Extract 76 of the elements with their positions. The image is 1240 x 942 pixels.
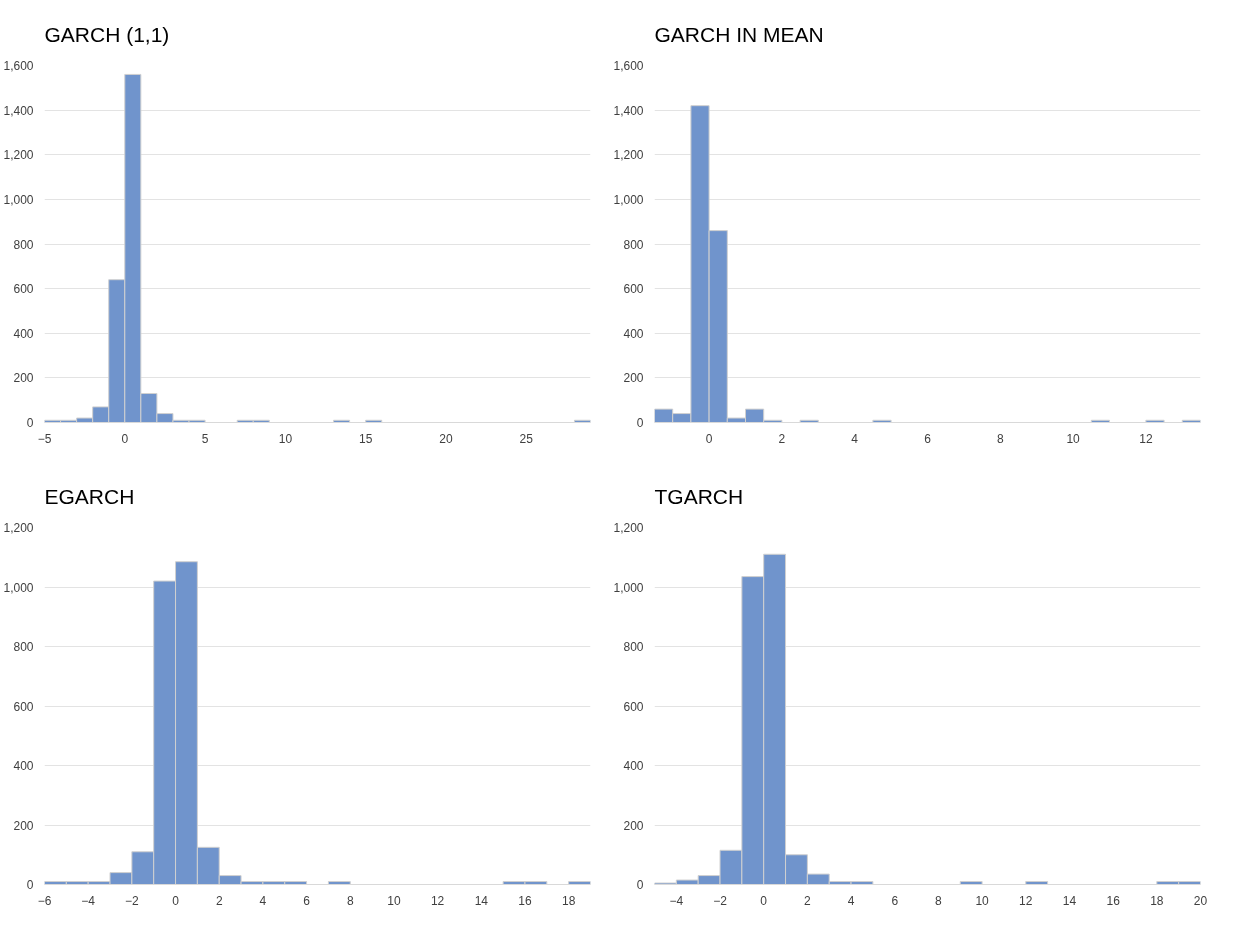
x-tick-label: 15 <box>359 431 373 446</box>
x-tick-label: 8 <box>935 893 943 908</box>
x-tick-label: 6 <box>891 893 899 908</box>
y-tick-label: 1,200 <box>613 148 644 163</box>
y-tick-label: 600 <box>623 282 644 297</box>
chart-title: GARCH IN MEAN <box>654 22 824 46</box>
y-tick-label: 200 <box>13 371 34 386</box>
y-tick-label: 1,000 <box>613 580 644 595</box>
x-tick-label: 16 <box>1106 893 1121 908</box>
y-tick-label: 800 <box>623 237 644 252</box>
x-tick-label: −2 <box>713 893 728 908</box>
x-tick-label: 16 <box>518 893 532 908</box>
x-tick-label: 10 <box>278 431 293 446</box>
y-tick-label: 1,400 <box>3 103 34 118</box>
y-tick-label: 400 <box>13 326 34 341</box>
x-tick-label: 0 <box>760 893 768 908</box>
y-tick-label: 200 <box>623 818 644 833</box>
y-tick-label: 600 <box>13 282 34 297</box>
x-tick-label: 12 <box>1019 893 1033 908</box>
x-tick-label: 5 <box>201 431 209 446</box>
y-tick-label: 0 <box>26 878 34 892</box>
x-tick-label: 0 <box>172 893 180 908</box>
x-tick-label: 12 <box>1139 431 1153 446</box>
x-tick-label: 4 <box>847 893 855 908</box>
chart-title: GARCH (1,1) <box>44 22 170 46</box>
x-tick-label: −6 <box>37 893 52 908</box>
x-tick-label: 12 <box>430 893 445 908</box>
y-tick-label: 400 <box>13 759 34 773</box>
y-tick-label: 1,000 <box>613 192 644 207</box>
y-tick-label: 400 <box>623 326 644 341</box>
x-tick-label: 14 <box>474 893 489 908</box>
y-tick-label: 1,200 <box>3 148 34 163</box>
y-tick-label: 800 <box>13 237 34 252</box>
y-tick-label: 0 <box>26 416 34 430</box>
x-tick-label: 10 <box>1066 431 1081 446</box>
y-tick-label: 1,200 <box>3 521 34 535</box>
x-tick-label: 14 <box>1062 893 1077 908</box>
x-tick-label: 6 <box>924 431 932 446</box>
x-tick-label: −4 <box>81 893 96 908</box>
y-tick-label: 0 <box>636 878 644 892</box>
y-tick-label: 1,600 <box>613 59 644 73</box>
x-tick-label: 10 <box>387 893 401 908</box>
chart-title: EGARCH <box>44 484 135 508</box>
chart-title: TGARCH <box>654 484 744 508</box>
y-tick-label: 1,600 <box>3 59 34 73</box>
x-tick-label: −5 <box>37 431 52 446</box>
x-tick-label: 0 <box>121 431 129 446</box>
x-tick-label: 4 <box>259 893 267 908</box>
y-tick-label: 400 <box>623 759 644 773</box>
x-tick-label: 2 <box>804 893 812 908</box>
y-tick-label: 800 <box>623 640 644 654</box>
y-tick-label: 0 <box>636 416 644 430</box>
y-tick-label: 200 <box>623 371 644 386</box>
x-tick-label: 18 <box>561 893 576 908</box>
y-tick-label: 600 <box>13 699 34 714</box>
x-tick-label: 10 <box>975 893 990 908</box>
x-tick-label: 2 <box>778 431 786 446</box>
x-tick-label: 25 <box>519 431 534 446</box>
x-tick-label: 2 <box>215 893 223 908</box>
y-tick-label: 1,000 <box>3 192 34 207</box>
x-tick-label: 20 <box>1193 893 1208 908</box>
y-tick-label: 1,200 <box>613 521 644 535</box>
x-tick-label: 6 <box>303 893 311 908</box>
y-tick-label: 1,000 <box>3 580 34 595</box>
y-tick-label: 800 <box>13 640 34 654</box>
x-tick-label: 18 <box>1150 893 1164 908</box>
y-tick-label: 1,400 <box>613 103 644 118</box>
x-tick-label: 4 <box>851 431 859 446</box>
x-tick-label: 20 <box>439 431 453 446</box>
x-tick-label: 8 <box>996 431 1004 446</box>
y-tick-label: 200 <box>13 818 34 833</box>
x-tick-label: −2 <box>125 893 140 908</box>
x-tick-label: 8 <box>346 893 354 908</box>
x-tick-label: 0 <box>705 431 713 446</box>
y-tick-label: 600 <box>623 699 644 714</box>
x-tick-label: −4 <box>669 893 684 908</box>
